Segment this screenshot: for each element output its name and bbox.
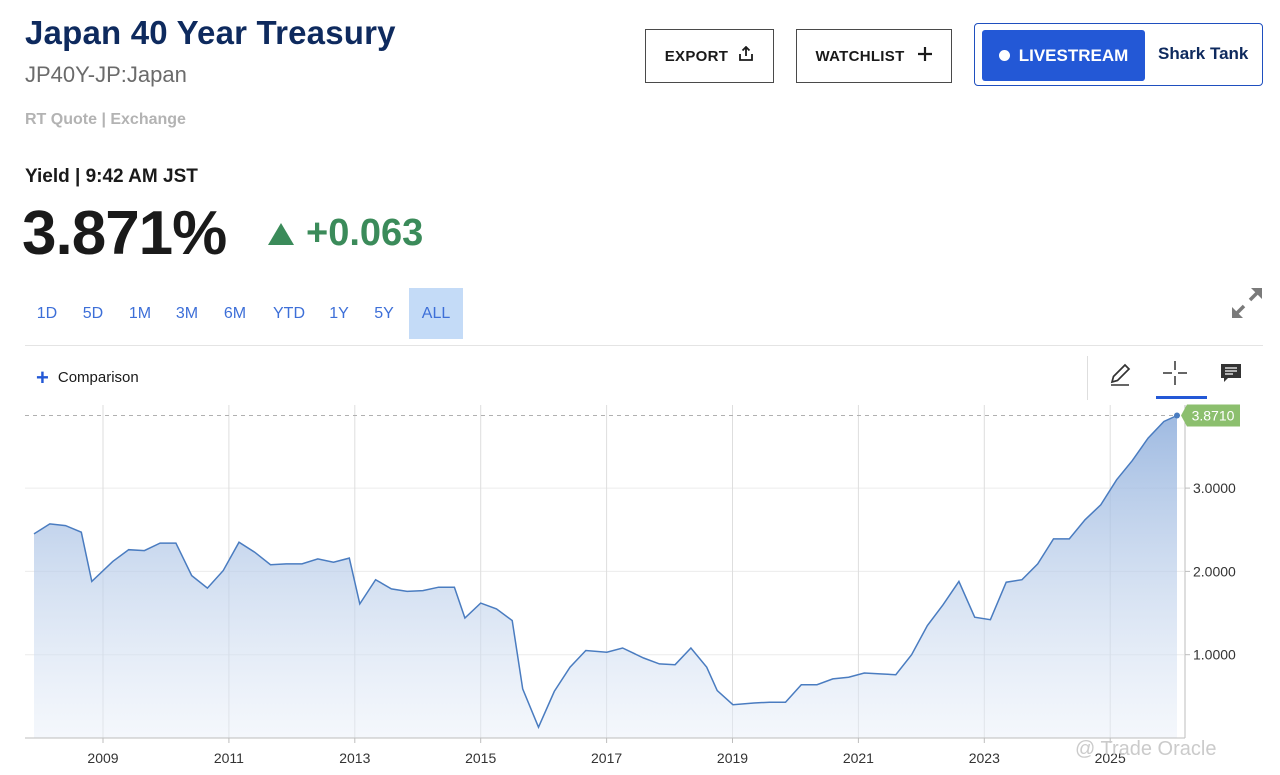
show-link[interactable]: Shark Tank — [1158, 44, 1249, 63]
series-line — [33, 414, 1178, 730]
export-button[interactable]: EXPORT — [645, 29, 774, 83]
quote-source: RT Quote | Exchange — [25, 111, 186, 128]
range-5y[interactable]: 5Y — [374, 304, 394, 322]
up-triangle-icon — [268, 223, 294, 250]
page-title: Japan 40 Year Treasury — [25, 14, 396, 51]
range-1d[interactable]: 1D — [36, 304, 58, 322]
range-1m[interactable]: 1M — [128, 304, 152, 322]
plus-icon: + — [36, 364, 49, 390]
upload-icon — [738, 45, 754, 66]
live-dot-icon — [998, 50, 1010, 61]
watermark-text: @ Trade Oracle — [1075, 738, 1217, 760]
last-value-tag — [1181, 404, 1240, 427]
y-tick-label: 2.0000 — [1193, 563, 1236, 579]
range-all[interactable]: ALL — [409, 288, 463, 339]
yield-label: Yield | 9:42 AM JST — [25, 166, 198, 187]
range-selector: 1D 5D 1M 3M 6M YTD 1Y 5Y ALL — [25, 288, 463, 339]
y-tick-label: 3.0000 — [1193, 480, 1236, 496]
range-5d[interactable]: 5D — [82, 304, 104, 322]
livestream-label: LIVESTREAM — [1018, 45, 1129, 65]
expand-icon[interactable] — [1230, 286, 1264, 325]
watermark: @ Trade Oracle — [1075, 738, 1216, 761]
toolbar-divider — [1087, 356, 1088, 400]
last-value-label: 3.8710 — [1192, 408, 1235, 424]
x-tick-label: 2017 — [591, 750, 622, 766]
livestream-box: LIVESTREAM Shark Tank — [974, 23, 1263, 86]
comment-icon[interactable] — [1214, 356, 1248, 390]
x-tick-label: 2025 — [1095, 750, 1126, 766]
y-tick-label: 1.0000 — [1193, 647, 1236, 663]
crosshair-icon[interactable] — [1158, 356, 1192, 390]
yield-value: 3.871% — [22, 199, 227, 268]
active-tool-indicator — [1156, 396, 1207, 399]
range-ytd[interactable]: YTD — [273, 304, 305, 322]
divider — [25, 345, 1263, 346]
x-tick-label: 2013 — [339, 750, 370, 766]
yield-change: +0.063 — [306, 212, 424, 254]
pencil-icon[interactable] — [1103, 357, 1137, 391]
x-tick-label: 2023 — [969, 750, 1000, 766]
comparison-button[interactable]: + Comparison — [36, 364, 139, 390]
x-tick-label: 2015 — [465, 750, 496, 766]
livestream-button[interactable]: LIVESTREAM — [982, 30, 1145, 81]
x-tick-label: 2021 — [843, 750, 874, 766]
x-tick-label: 2019 — [717, 750, 748, 766]
plus-icon — [917, 46, 933, 66]
x-tick-label: 2011 — [214, 750, 244, 766]
last-value-marker — [1174, 412, 1180, 419]
comparison-label: Comparison — [57, 369, 139, 386]
range-1y[interactable]: 1Y — [329, 304, 349, 322]
watchlist-label: WATCHLIST — [815, 47, 905, 65]
range-6m[interactable]: 6M — [223, 304, 247, 322]
range-3m[interactable]: 3M — [175, 304, 199, 322]
export-label: EXPORT — [664, 47, 729, 65]
watchlist-button[interactable]: WATCHLIST — [796, 29, 952, 83]
symbol-label: JP40Y-JP:Japan — [25, 62, 187, 87]
x-tick-label: 2009 — [87, 750, 118, 766]
series-area — [34, 415, 1177, 738]
